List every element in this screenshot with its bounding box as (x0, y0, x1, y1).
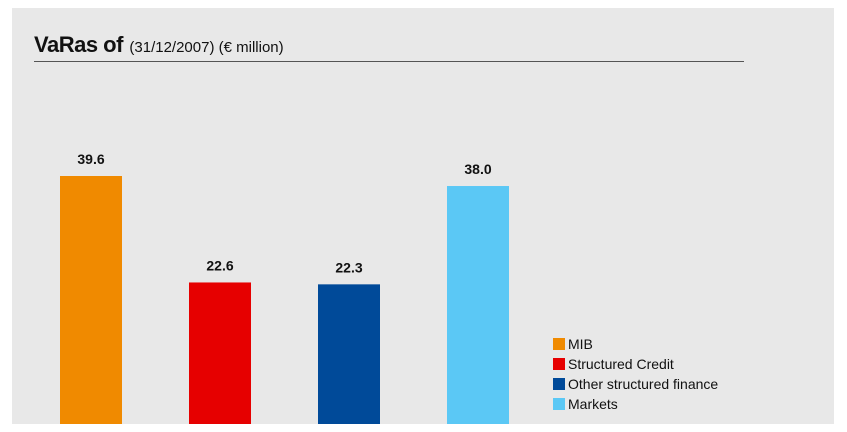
bar-structured-credit (189, 282, 251, 424)
legend-label-markets: Markets (568, 396, 618, 412)
bar-chart: 39.6 22.6 22.3 38.0 MIB Structured Credit Othe… (60, 151, 718, 424)
legend-swatch-structured-credit (553, 358, 565, 370)
chart-title-subtitle: (31/12/2007) (€ million) (129, 39, 284, 56)
legend-label-other-structured-finance: Other structured finance (568, 376, 718, 392)
legend-label-mib: MIB (568, 336, 593, 352)
legend-label-structured-credit: Structured Credit (568, 356, 674, 372)
legend-swatch-mib (553, 338, 565, 350)
bar-markets (447, 186, 509, 424)
legend-swatch-markets (553, 398, 565, 410)
data-label-other-structured-finance: 22.3 (335, 259, 362, 275)
title-underline (34, 61, 744, 62)
chart-panel: VaRas of (31/12/2007) (€ million) 39.6 22… (12, 8, 834, 424)
data-label-markets: 38.0 (464, 161, 491, 177)
chart-title-main: VaRas of (34, 32, 123, 57)
chart-title: VaRas of (31/12/2007) (€ million) (34, 32, 284, 58)
data-label-structured-credit: 22.6 (206, 257, 233, 273)
data-label-mib: 39.6 (77, 151, 104, 167)
bar-other-structured-finance (318, 284, 380, 424)
legend-swatch-other-structured-finance (553, 378, 565, 390)
bar-mib (60, 176, 122, 424)
